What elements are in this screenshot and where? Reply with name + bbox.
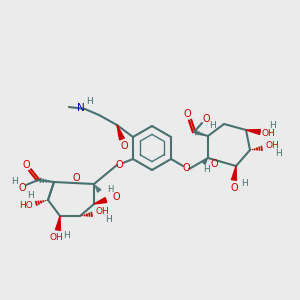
Text: O: O <box>115 160 123 170</box>
Text: H: H <box>63 232 69 241</box>
Polygon shape <box>56 216 61 230</box>
Text: O: O <box>182 163 190 173</box>
Text: O: O <box>72 173 80 183</box>
Text: H: H <box>87 98 93 106</box>
Text: O: O <box>18 183 26 193</box>
Text: H: H <box>105 215 111 224</box>
Polygon shape <box>94 198 107 204</box>
Text: O: O <box>120 141 128 151</box>
Text: O: O <box>22 160 30 170</box>
Text: OH: OH <box>261 130 275 139</box>
Text: H: H <box>268 122 275 130</box>
Text: OH: OH <box>49 233 63 242</box>
Text: O: O <box>210 159 218 169</box>
Polygon shape <box>246 130 260 134</box>
Text: H: H <box>12 178 18 187</box>
Text: OH: OH <box>95 208 109 217</box>
Text: O: O <box>202 114 210 124</box>
Text: O: O <box>183 109 191 119</box>
Text: OH: OH <box>265 140 279 149</box>
Text: H: H <box>107 185 113 194</box>
Text: H: H <box>210 122 216 130</box>
Text: HO: HO <box>19 202 33 211</box>
Text: O: O <box>112 192 120 202</box>
Polygon shape <box>117 125 124 140</box>
Polygon shape <box>232 166 236 180</box>
Text: H: H <box>274 149 281 158</box>
Text: H: H <box>27 191 33 200</box>
Text: H: H <box>202 166 209 175</box>
Text: O: O <box>230 183 238 193</box>
Text: N: N <box>77 103 85 113</box>
Text: H: H <box>241 179 248 188</box>
